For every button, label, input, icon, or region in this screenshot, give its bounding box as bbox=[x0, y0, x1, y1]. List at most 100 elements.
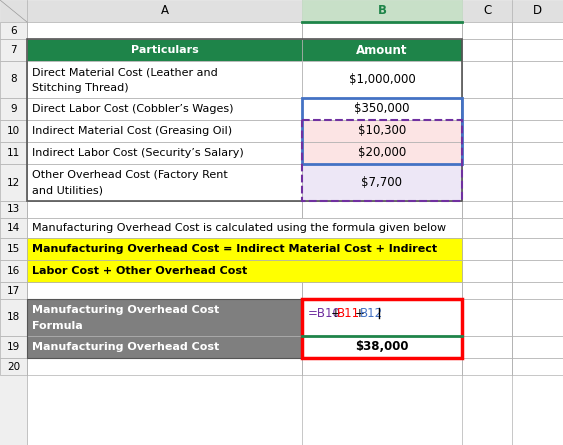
Text: 7: 7 bbox=[10, 45, 17, 55]
Text: +: + bbox=[354, 307, 364, 320]
Text: Other Overhead Cost (Factory Rent: Other Overhead Cost (Factory Rent bbox=[32, 170, 228, 180]
Text: Particulars: Particulars bbox=[131, 45, 198, 55]
Bar bbox=[462, 142, 512, 164]
Text: +: + bbox=[331, 307, 341, 320]
Bar bbox=[462, 61, 512, 98]
Bar bbox=[462, 282, 512, 299]
Text: $10,300: $10,300 bbox=[358, 125, 406, 138]
Bar bbox=[302, 299, 462, 336]
Bar bbox=[302, 98, 462, 120]
Text: B: B bbox=[378, 4, 387, 17]
Text: 19: 19 bbox=[7, 342, 20, 352]
Bar bbox=[512, 61, 563, 98]
Bar bbox=[0, 260, 27, 282]
Bar bbox=[302, 39, 462, 61]
Bar bbox=[462, 299, 512, 336]
Bar bbox=[462, 238, 512, 260]
Text: Formula: Formula bbox=[32, 321, 83, 331]
Bar bbox=[512, 39, 563, 61]
Bar bbox=[512, 142, 563, 164]
Bar bbox=[512, 98, 563, 120]
Text: 12: 12 bbox=[7, 178, 20, 187]
Bar bbox=[302, 336, 462, 358]
Text: Indirect Labor Cost (Security’s Salary): Indirect Labor Cost (Security’s Salary) bbox=[32, 148, 244, 158]
Bar bbox=[27, 39, 462, 201]
Bar bbox=[27, 238, 462, 260]
Bar bbox=[302, 218, 462, 238]
Text: 16: 16 bbox=[7, 266, 20, 276]
Text: 15: 15 bbox=[7, 244, 20, 254]
Text: Direct Labor Cost (Cobbler’s Wages): Direct Labor Cost (Cobbler’s Wages) bbox=[32, 104, 234, 114]
Text: $20,000: $20,000 bbox=[358, 146, 406, 159]
Bar bbox=[302, 120, 462, 142]
Text: Manufacturing Overhead Cost: Manufacturing Overhead Cost bbox=[32, 342, 219, 352]
Bar bbox=[0, 164, 27, 201]
Bar bbox=[302, 164, 462, 201]
Bar bbox=[27, 39, 302, 61]
Bar bbox=[0, 22, 27, 445]
Bar bbox=[302, 336, 462, 358]
Bar bbox=[462, 260, 512, 282]
Text: =B10: =B10 bbox=[308, 307, 341, 320]
Bar bbox=[27, 164, 302, 201]
Text: 18: 18 bbox=[7, 312, 20, 323]
Bar bbox=[512, 299, 563, 336]
Bar bbox=[0, 201, 27, 218]
Bar bbox=[27, 98, 302, 120]
Text: Amount: Amount bbox=[356, 44, 408, 57]
Bar bbox=[27, 260, 462, 282]
Bar bbox=[512, 336, 563, 358]
Bar bbox=[27, 61, 302, 98]
Bar bbox=[512, 120, 563, 142]
Bar bbox=[302, 22, 462, 39]
Bar bbox=[302, 142, 462, 164]
Bar bbox=[302, 282, 462, 299]
Bar bbox=[27, 358, 302, 375]
Bar bbox=[27, 336, 302, 358]
Bar bbox=[27, 218, 462, 238]
Bar bbox=[27, 120, 302, 142]
Text: 13: 13 bbox=[7, 205, 20, 214]
Text: B11: B11 bbox=[337, 307, 360, 320]
Text: Manufacturing Overhead Cost is calculated using the formula given below: Manufacturing Overhead Cost is calculate… bbox=[32, 223, 446, 233]
Bar bbox=[0, 336, 27, 358]
Bar bbox=[0, 282, 27, 299]
Text: 17: 17 bbox=[7, 286, 20, 295]
Bar bbox=[462, 164, 512, 201]
Bar bbox=[302, 0, 462, 22]
Bar bbox=[27, 299, 302, 336]
Text: $1,000,000: $1,000,000 bbox=[348, 73, 415, 86]
Bar bbox=[27, 39, 302, 61]
Bar bbox=[512, 238, 563, 260]
Bar bbox=[27, 299, 302, 336]
Bar bbox=[27, 299, 302, 358]
Text: Labor Cost + Other Overhead Cost: Labor Cost + Other Overhead Cost bbox=[32, 266, 247, 276]
Bar bbox=[302, 299, 462, 358]
Bar bbox=[27, 201, 302, 218]
Bar bbox=[462, 336, 512, 358]
Bar bbox=[462, 120, 512, 142]
Bar bbox=[302, 98, 462, 164]
Text: 11: 11 bbox=[7, 148, 20, 158]
Text: Direct Material Cost (Leather and: Direct Material Cost (Leather and bbox=[32, 67, 218, 77]
Bar bbox=[27, 61, 302, 98]
Bar bbox=[512, 218, 563, 238]
Bar bbox=[512, 260, 563, 282]
Text: 8: 8 bbox=[10, 74, 17, 85]
Text: D: D bbox=[533, 4, 542, 17]
Text: B12: B12 bbox=[360, 307, 383, 320]
Text: $350,000: $350,000 bbox=[354, 102, 410, 116]
Bar bbox=[0, 98, 27, 120]
Bar bbox=[512, 164, 563, 201]
Text: Indirect Material Cost (Greasing Oil): Indirect Material Cost (Greasing Oil) bbox=[32, 126, 232, 136]
Bar bbox=[27, 218, 302, 238]
Text: 14: 14 bbox=[7, 223, 20, 233]
Bar bbox=[27, 336, 302, 358]
Bar bbox=[0, 39, 27, 61]
Bar bbox=[0, 0, 563, 22]
Text: 10: 10 bbox=[7, 126, 20, 136]
Bar bbox=[0, 61, 27, 98]
Bar bbox=[512, 358, 563, 375]
Bar bbox=[0, 22, 27, 39]
Text: A: A bbox=[160, 4, 168, 17]
